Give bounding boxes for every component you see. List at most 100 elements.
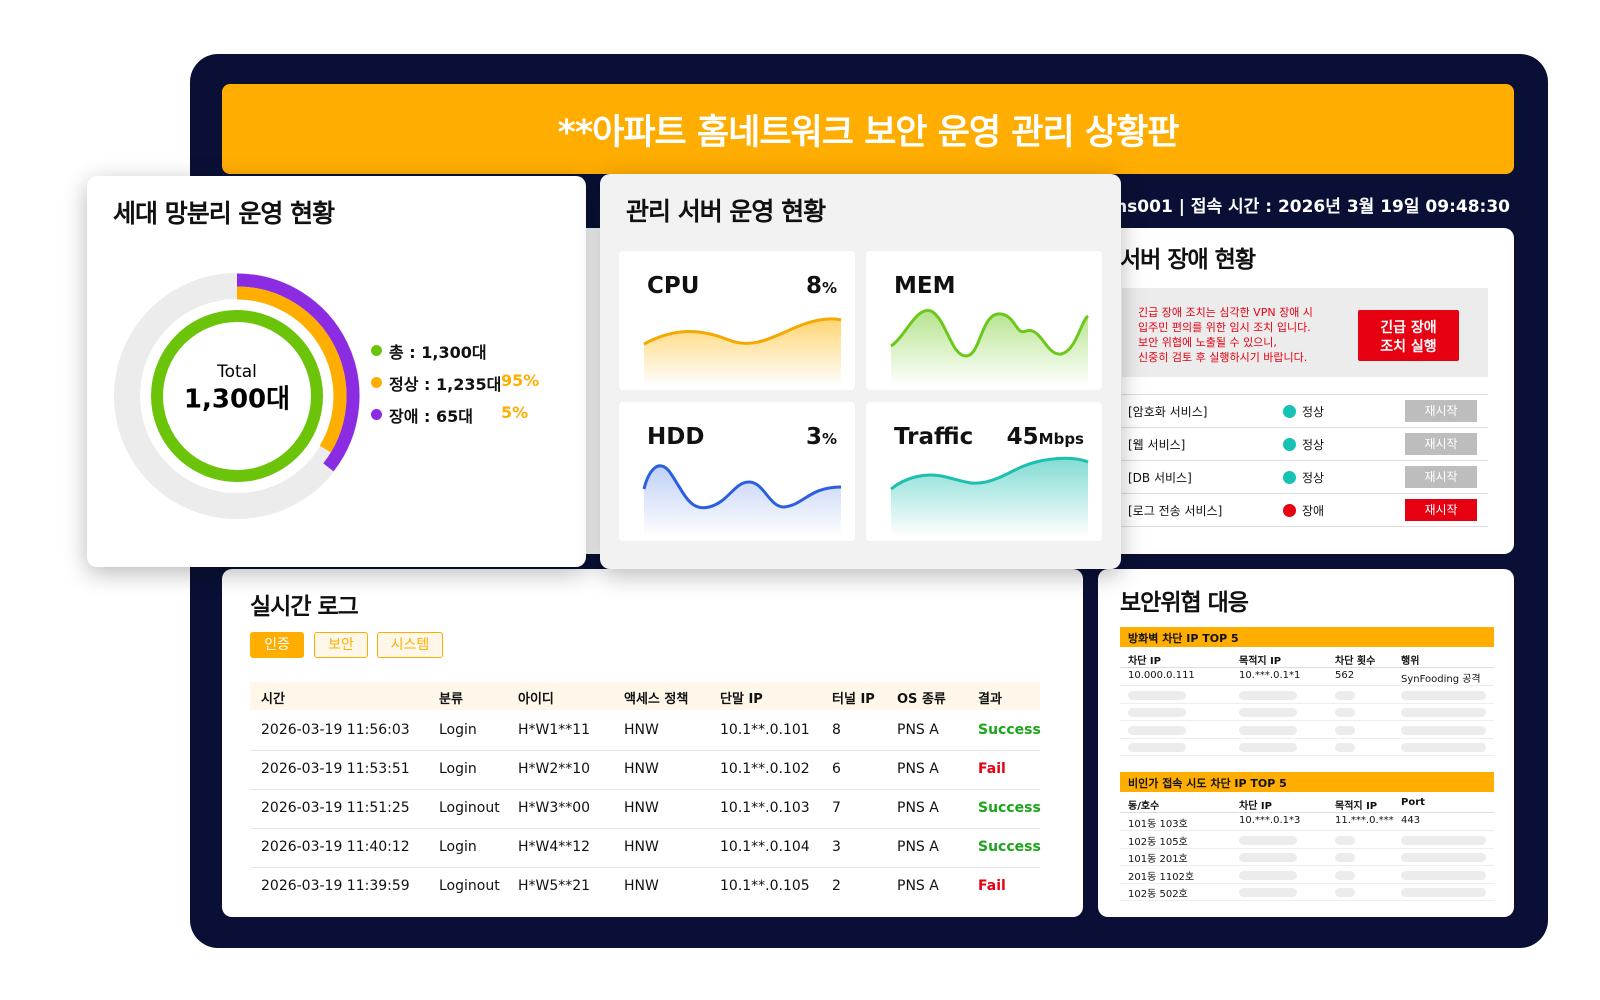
- cell: HNW: [624, 800, 659, 816]
- row-divider: [1120, 685, 1494, 686]
- placeholder-bar: [1335, 853, 1355, 862]
- placeholder-bar: [1239, 708, 1297, 717]
- row-divider: [1120, 755, 1494, 756]
- metric-name: HDD: [647, 424, 705, 450]
- unit: Mbps: [1038, 430, 1084, 448]
- metric-tile: MEM: [866, 251, 1102, 390]
- placeholder-bar: [1239, 870, 1297, 880]
- row-divider: [1120, 737, 1494, 739]
- row-divider: [1120, 830, 1494, 831]
- cell: 10.***.0.1*3: [1239, 815, 1301, 826]
- cell: 2026-03-19 11:40:12: [261, 839, 410, 855]
- cell: 10.1**.0.104: [720, 839, 810, 855]
- placeholder-bar: [1335, 725, 1355, 735]
- cell: H*W2**10: [518, 761, 591, 777]
- cell: H*W5**21: [518, 878, 591, 894]
- fault-card: 서버 장애 현황 긴급 장애 조치는 심각한 VPN 장애 시 입주민 편의를 위…: [1098, 228, 1514, 554]
- restart-button[interactable]: 재시작: [1405, 466, 1477, 488]
- cell: Success: [978, 839, 1041, 855]
- header-title: **아파트 홈네트워크 보안 운영 관리 상황판: [222, 84, 1514, 174]
- cell: 2026-03-19 11:39:59: [261, 878, 410, 894]
- cell: PNS A: [897, 722, 939, 738]
- column-header: 액세스 정책: [624, 692, 689, 707]
- row-divider: [1120, 702, 1494, 704]
- legend-dot: [371, 409, 382, 420]
- restart-button[interactable]: 재시작: [1405, 400, 1477, 422]
- action-button[interactable]: 긴급 장애 조치 실행: [1358, 310, 1459, 361]
- metric-name: Traffic: [894, 424, 974, 450]
- table-header: [250, 682, 1040, 710]
- cell: 10.1**.0.105: [720, 878, 810, 894]
- row-divider: [1120, 847, 1494, 849]
- placeholder-bar: [1335, 690, 1355, 700]
- placeholder-bar: [1401, 743, 1486, 752]
- center-label: Total: [216, 362, 257, 382]
- cell: HNW: [624, 878, 659, 894]
- unit: %: [821, 279, 837, 297]
- legend-dot: [371, 377, 382, 388]
- filter-tab[interactable]: 시스템: [377, 632, 443, 658]
- placeholder-bar: [1401, 870, 1486, 880]
- restart-button[interactable]: 재시작: [1405, 499, 1477, 521]
- filter-tab[interactable]: 인증: [250, 632, 304, 658]
- cell: 10.000.0.111: [1128, 670, 1195, 681]
- cell: Login: [439, 761, 477, 777]
- value: 8: [805, 273, 822, 299]
- row-divider: [1120, 720, 1494, 721]
- server-card: 관리 서버 운영 현황 CPU 8% MEM HDD 3% Traffic 45…: [600, 174, 1121, 569]
- cell: 562: [1335, 670, 1355, 681]
- row-divider: [1120, 394, 1488, 395]
- notice-line: 입주민 편의를 위한 임시 조치 입니다.: [1138, 321, 1311, 334]
- cell: Success: [978, 800, 1041, 816]
- metric-value: 8%: [806, 273, 837, 299]
- placeholder-bar: [1239, 743, 1297, 752]
- status-text: 정상: [1302, 471, 1325, 485]
- cell: PNS A: [897, 800, 939, 816]
- metric-name: CPU: [647, 273, 700, 299]
- status-dot: [1283, 471, 1296, 484]
- metric-tile: HDD 3%: [619, 402, 855, 541]
- ring-inner: [151, 310, 323, 482]
- status-dot: [1283, 438, 1296, 451]
- row-divider: [250, 750, 1040, 751]
- row-divider: [1120, 526, 1488, 527]
- table-title: 방화벽 차단 IP TOP 5: [1128, 632, 1239, 645]
- ring-arc: [236, 286, 347, 453]
- row-divider: [250, 789, 1040, 790]
- status-text: 정상: [1302, 438, 1325, 452]
- metric-tile: Traffic 45Mbps: [866, 402, 1102, 541]
- cell: 3: [832, 839, 841, 855]
- cell: 2026-03-19 11:51:25: [261, 800, 410, 816]
- cell: PNS A: [897, 878, 939, 894]
- cell: Success: [978, 722, 1041, 738]
- placeholder-bar: [1401, 853, 1486, 862]
- placeholder-bar: [1335, 708, 1355, 717]
- cell: Loginout: [439, 878, 500, 894]
- cell: Login: [439, 839, 477, 855]
- placeholder-bar: [1401, 888, 1486, 897]
- cell: PNS A: [897, 761, 939, 777]
- column-header: 행위: [1401, 656, 1420, 667]
- placeholder-bar: [1335, 870, 1355, 880]
- cell: 102동 105호: [1128, 836, 1188, 848]
- table-title-bar: [1120, 772, 1494, 792]
- cell: 6: [832, 761, 841, 777]
- column-header: 목적지 IP: [1239, 656, 1282, 667]
- cell: 10.***.0.1*1: [1239, 670, 1301, 681]
- legend-text: 정상 : 1,235대: [389, 375, 502, 394]
- card-title: 세대 망분리 운영 현황: [113, 199, 335, 228]
- sparkline: [643, 317, 842, 386]
- table-title-bar: [1120, 627, 1494, 647]
- restart-button[interactable]: 재시작: [1405, 433, 1477, 455]
- placeholder-bar: [1335, 835, 1355, 845]
- placeholder-bar: [1401, 725, 1486, 735]
- placeholder-bar: [1128, 690, 1186, 700]
- placeholder-bar: [1401, 690, 1486, 700]
- log-card: 실시간 로그 인증 보안 시스템 시간 분류 아이디 액세스 정책 단말 IP 터널 IP OS …: [222, 569, 1083, 917]
- cell: 11.***.0.***: [1335, 815, 1394, 826]
- cell: 10.1**.0.103: [720, 800, 810, 816]
- filter-tab[interactable]: 보안: [314, 632, 368, 658]
- placeholder-bar: [1239, 853, 1297, 862]
- placeholder-bar: [1401, 708, 1486, 717]
- row-divider: [1120, 460, 1488, 461]
